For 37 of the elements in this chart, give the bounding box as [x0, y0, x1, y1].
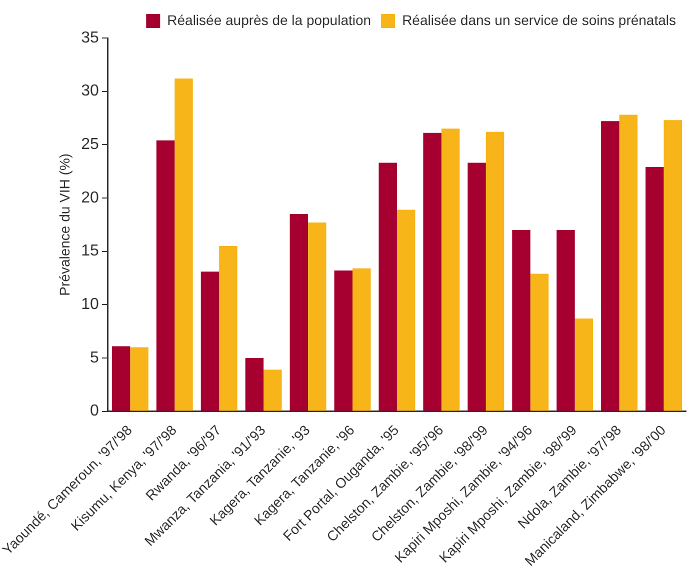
bar: [574, 318, 594, 411]
bar: [646, 167, 664, 411]
bar: [486, 132, 504, 411]
bar: [200, 272, 220, 411]
bar: [423, 132, 442, 411]
bar: [308, 222, 326, 411]
y-tick-label: 0: [90, 402, 100, 420]
y-tick-label: 15: [81, 242, 100, 260]
bar: [264, 370, 282, 411]
bar: [601, 121, 620, 411]
y-axis-title: Prévalence du VIH (%): [56, 153, 73, 296]
bar: [219, 246, 238, 411]
bar: [441, 128, 460, 411]
bar: [130, 347, 148, 411]
y-tick-label: 5: [90, 349, 100, 366]
bar: [512, 230, 530, 411]
legend-label: Réalisée auprès de la population: [167, 12, 372, 28]
bar: [378, 162, 397, 411]
y-tick-label: 30: [81, 82, 100, 100]
bar: [290, 214, 308, 411]
bar: [156, 140, 175, 411]
bar: [664, 120, 682, 411]
bar: [174, 78, 193, 411]
y-tick-label: 10: [81, 296, 100, 314]
y-tick-label: 20: [81, 189, 100, 206]
y-tick-label: 35: [81, 29, 100, 46]
bar: [245, 358, 264, 411]
bar: [352, 268, 371, 411]
bar: [396, 210, 416, 411]
bar: [619, 114, 638, 411]
bar: [334, 270, 352, 411]
y-tick-label: 25: [81, 136, 100, 154]
bar: [112, 346, 130, 411]
bar: [468, 162, 486, 411]
legend-label: Réalisée dans un service de soins prénatals: [402, 12, 676, 28]
bar: [530, 274, 549, 411]
bar: [556, 230, 575, 411]
